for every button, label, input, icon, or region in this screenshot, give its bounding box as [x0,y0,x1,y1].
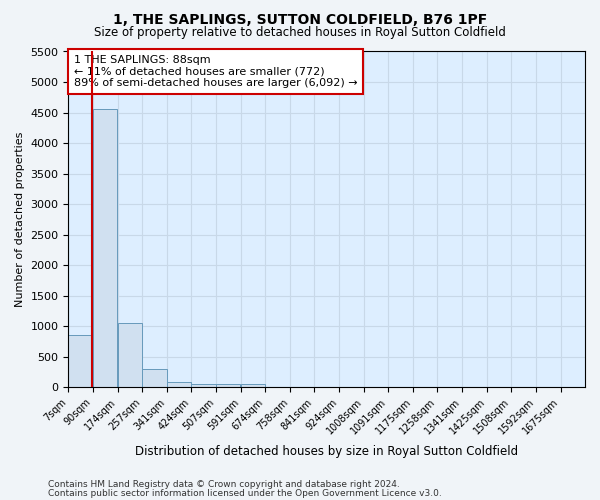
Bar [241,384,265,387]
Bar [118,323,142,387]
Text: Contains HM Land Registry data © Crown copyright and database right 2024.: Contains HM Land Registry data © Crown c… [48,480,400,489]
Bar [68,336,93,387]
Bar [142,369,167,387]
Bar [93,110,118,387]
Y-axis label: Number of detached properties: Number of detached properties [15,132,25,307]
Text: Size of property relative to detached houses in Royal Sutton Coldfield: Size of property relative to detached ho… [94,26,506,39]
Text: Contains public sector information licensed under the Open Government Licence v3: Contains public sector information licen… [48,488,442,498]
Text: 1 THE SAPLINGS: 88sqm
← 11% of detached houses are smaller (772)
89% of semi-det: 1 THE SAPLINGS: 88sqm ← 11% of detached … [74,55,357,88]
X-axis label: Distribution of detached houses by size in Royal Sutton Coldfield: Distribution of detached houses by size … [135,444,518,458]
Bar [191,384,216,387]
Bar [216,384,241,387]
Bar [167,382,191,387]
Text: 1, THE SAPLINGS, SUTTON COLDFIELD, B76 1PF: 1, THE SAPLINGS, SUTTON COLDFIELD, B76 1… [113,12,487,26]
